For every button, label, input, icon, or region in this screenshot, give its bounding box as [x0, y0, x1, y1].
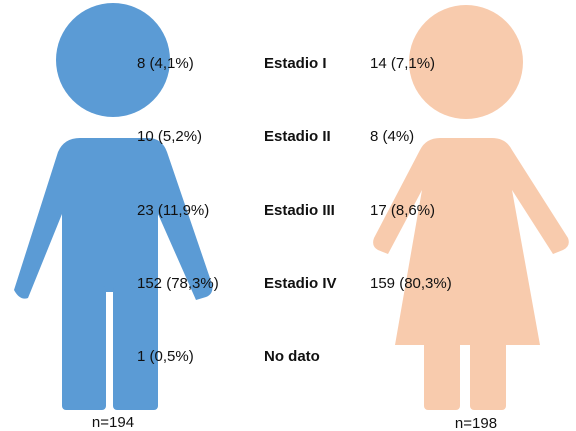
female-value: 8 (4%): [370, 128, 414, 145]
male-value: 1 (0,5%): [137, 348, 194, 365]
rows: 8 (4,1%) Estadio I 14 (7,1%) 10 (5,2%) Estad…: [137, 55, 452, 365]
female-leg: [424, 338, 460, 410]
male-leg: [113, 286, 158, 410]
stage-label: Estadio IV: [264, 275, 337, 292]
male-figure: [14, 3, 213, 410]
female-body: [373, 138, 569, 345]
male-value: 8 (4,1%): [137, 55, 194, 72]
female-value: 14 (7,1%): [370, 55, 435, 72]
female-value: 17 (8,6%): [370, 202, 435, 219]
stage-label: No dato: [264, 348, 320, 365]
female-count: n=198: [455, 415, 497, 431]
male-count: n=194: [92, 414, 134, 431]
female-figure: [373, 5, 569, 410]
male-body: [14, 138, 213, 300]
female-leg: [470, 338, 506, 410]
stage-label: Estadio I: [264, 55, 327, 72]
stage-label: Estadio III: [264, 202, 335, 219]
female-head: [409, 5, 523, 119]
male-value: 10 (5,2%): [137, 128, 202, 145]
male-head: [56, 3, 170, 117]
male-leg: [62, 286, 106, 410]
female-value: 159 (80,3%): [370, 275, 452, 292]
male-value: 23 (11,9%): [137, 202, 209, 219]
stage-label: Estadio II: [264, 128, 331, 145]
male-value: 152 (78,3%): [137, 275, 219, 292]
